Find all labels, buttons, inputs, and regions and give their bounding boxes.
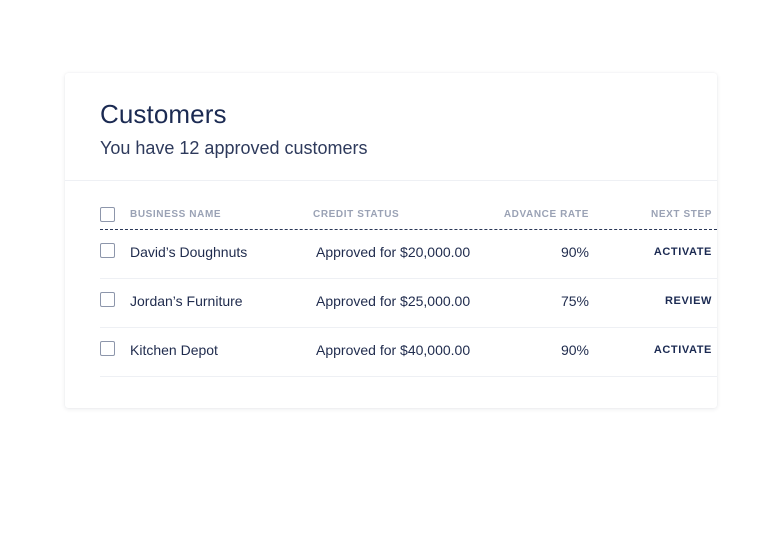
credit-status-cell: Approved for $40,000.00 (316, 342, 471, 358)
row-checkbox[interactable] (100, 243, 115, 258)
column-header-advance-rate[interactable]: ADVANCE RATE (503, 209, 589, 220)
business-name-cell: David’s Doughnuts (130, 244, 248, 260)
table-header-row: BUSINESS NAME CREDIT STATUS ADVANCE RATE… (100, 193, 717, 230)
row-checkbox[interactable] (100, 341, 115, 356)
advance-rate-cell: 90% (560, 244, 589, 260)
activate-button[interactable]: ACTIVATE (653, 246, 712, 258)
credit-status-cell: Approved for $20,000.00 (316, 244, 471, 260)
activate-button[interactable]: ACTIVATE (653, 344, 712, 356)
business-name-cell: Kitchen Depot (130, 342, 218, 358)
column-header-next-step[interactable]: NEXT STEP (651, 209, 712, 220)
advance-rate-cell: 90% (560, 342, 589, 358)
page-title: Customers (100, 99, 227, 129)
advance-rate-cell: 75% (560, 293, 589, 309)
page-subtitle: You have 12 approved customers (100, 138, 368, 158)
card-header: Customers You have 12 approved customers (65, 73, 717, 181)
table-row: Kitchen Depot Approved for $40,000.00 90… (100, 328, 717, 377)
credit-status-cell: Approved for $25,000.00 (316, 293, 471, 309)
review-button[interactable]: REVIEW (665, 295, 712, 307)
select-all-checkbox[interactable] (100, 207, 115, 222)
table-row: David’s Doughnuts Approved for $20,000.0… (100, 230, 717, 279)
row-checkbox[interactable] (100, 292, 115, 307)
business-name-cell: Jordan’s Furniture (130, 293, 243, 309)
customers-card: Customers You have 12 approved customers… (65, 73, 717, 408)
column-header-business-name[interactable]: BUSINESS NAME (130, 209, 222, 220)
column-header-credit-status[interactable]: CREDIT STATUS (313, 209, 400, 220)
table-row: Jordan’s Furniture Approved for $25,000.… (100, 279, 717, 328)
